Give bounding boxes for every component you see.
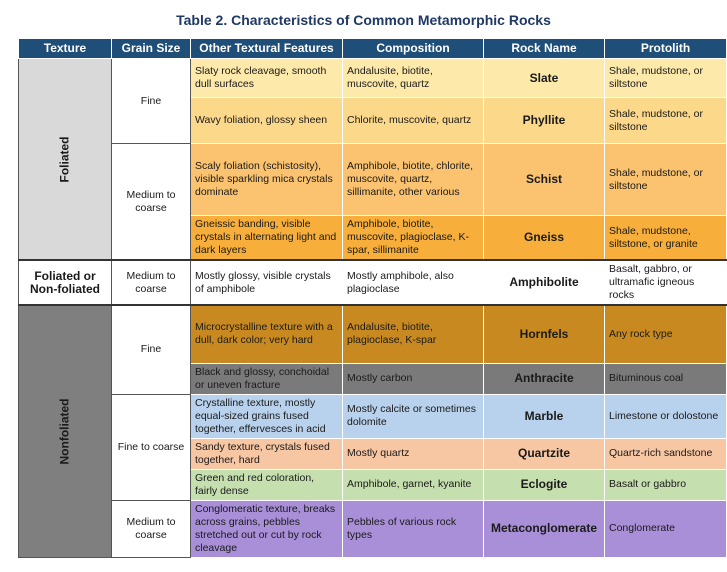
protolith-cell: Any rock type	[604, 304, 727, 364]
rock-name-cell: Hornfels	[483, 304, 605, 364]
features-cell: Conglomeratic texture, breaks across gra…	[190, 499, 343, 558]
features-cell: Green and red coloration, fairly dense	[190, 468, 343, 501]
table-row-marble: Fine to coarse Crystalline texture, most…	[19, 393, 727, 501]
protolith-cell: Quartz-rich sandstone	[604, 437, 727, 470]
protolith-cell: Bituminous coal	[604, 362, 727, 395]
grain-fine-to-coarse: Fine to coarse	[111, 393, 191, 501]
header-composition: Composition	[342, 39, 484, 59]
rock-name-cell: Gneiss	[483, 215, 605, 261]
table-row-eclogite: Green and red coloration, fairly dense A…	[19, 468, 727, 501]
composition-cell: Chlorite, muscovite, quartz	[342, 97, 484, 144]
features-cell: Scaly foliation (schistosity), visible s…	[190, 143, 343, 216]
composition-cell: Pebbles of various rock types	[342, 499, 484, 558]
protolith-cell: Basalt, gabbro, or ultramafic igneous ro…	[604, 259, 727, 306]
header-grain-size: Grain Size	[111, 39, 191, 59]
texture-foliated-or-nonfoliated: Foliated or Non-foliated	[18, 259, 112, 306]
texture-nonfoliated: Nonfoliated	[18, 304, 112, 558]
protolith-cell: Shale, mudstone, or siltstone	[604, 143, 727, 216]
header-textural-features: Other Textural Features	[190, 39, 343, 59]
protolith-cell: Shale, mudstone, siltstone, or granite	[604, 215, 727, 261]
rock-name-cell: Amphibolite	[483, 259, 605, 306]
grain-medium-coarse-2: Medium to coarse	[111, 259, 191, 306]
table-row-hornfels: Nonfoliated Fine Microcrystalline textur…	[18, 304, 727, 558]
table-title: Table 2. Characteristics of Common Metam…	[176, 12, 551, 28]
composition-cell: Andalusite, biotite, muscovite, quartz	[342, 58, 484, 98]
protolith-cell: Basalt or gabbro	[604, 468, 727, 501]
metamorphic-rocks-table: Texture Grain Size Other Textural Featur…	[18, 39, 727, 558]
grain-fine-2: Fine	[111, 304, 191, 395]
composition-cell: Andalusite, biotite, plagioclase, K-spar	[342, 304, 484, 364]
features-cell: Mostly glossy, visible crystals of amphi…	[190, 259, 343, 306]
header-texture: Texture	[18, 39, 112, 59]
table-row-gneiss: Gneissic banding, visible crystals in al…	[19, 215, 727, 261]
composition-cell: Amphibole, biotite, chlorite, muscovite,…	[342, 143, 484, 216]
rock-name-cell: Schist	[483, 143, 605, 216]
table-row-slate: Foliated Fine Slaty rock cleavage, smoot…	[18, 58, 727, 261]
grain-medium-coarse: Medium to coarse	[111, 143, 191, 261]
table-row-anthracite: Black and glossy, conchoidal or uneven f…	[19, 362, 727, 395]
features-cell: Sandy texture, crystals fused together, …	[190, 437, 343, 470]
protolith-cell: Conglomerate	[604, 499, 727, 558]
composition-cell: Mostly calcite or sometimes dolomite	[342, 393, 484, 439]
rock-name-cell: Marble	[483, 393, 605, 439]
rock-name-cell: Phyllite	[483, 97, 605, 144]
features-cell: Microcrystalline texture with a dull, da…	[190, 304, 343, 364]
header-row: Texture Grain Size Other Textural Featur…	[18, 39, 727, 59]
table-row-quartzite: Sandy texture, crystals fused together, …	[19, 437, 727, 470]
features-cell: Wavy foliation, glossy sheen	[190, 97, 343, 144]
grain-medium-coarse-3: Medium to coarse	[111, 499, 191, 558]
protolith-cell: Shale, mudstone, or siltstone	[604, 58, 727, 98]
composition-cell: Amphibole, biotite, muscovite, plagiocla…	[342, 215, 484, 261]
table-row-metaconglomerate: Medium to coarse Conglomeratic texture, …	[19, 499, 727, 558]
texture-foliated-label: Foliated	[57, 135, 72, 183]
header-protolith: Protolith	[604, 39, 727, 59]
protolith-cell: Shale, mudstone, or siltstone	[604, 97, 727, 144]
texture-foliated: Foliated	[18, 58, 112, 261]
table-row-schist: Medium to coarse Scaly foliation (schist…	[19, 143, 727, 261]
features-cell: Gneissic banding, visible crystals in al…	[190, 215, 343, 261]
features-cell: Crystalline texture, mostly equal-sized …	[190, 393, 343, 439]
grain-fine: Fine	[111, 58, 191, 144]
table-row-phyllite: Wavy foliation, glossy sheen Chlorite, m…	[19, 97, 727, 144]
rock-name-cell: Quartzite	[483, 437, 605, 470]
texture-nonfoliated-label: Nonfoliated	[57, 398, 72, 465]
rock-name-cell: Metaconglomerate	[483, 499, 605, 558]
features-cell: Slaty rock cleavage, smooth dull surface…	[190, 58, 343, 98]
composition-cell: Mostly quartz	[342, 437, 484, 470]
table-row-amphibolite: Foliated or Non-foliated Medium to coars…	[18, 259, 727, 306]
protolith-cell: Limestone or dolostone	[604, 393, 727, 439]
composition-cell: Mostly carbon	[342, 362, 484, 395]
rock-name-cell: Slate	[483, 58, 605, 98]
rock-name-cell: Eclogite	[483, 468, 605, 501]
header-rock-name: Rock Name	[483, 39, 605, 59]
rock-name-cell: Anthracite	[483, 362, 605, 395]
features-cell: Black and glossy, conchoidal or uneven f…	[190, 362, 343, 395]
composition-cell: Amphibole, garnet, kyanite	[342, 468, 484, 501]
composition-cell: Mostly amphibole, also plagioclase	[342, 259, 484, 306]
